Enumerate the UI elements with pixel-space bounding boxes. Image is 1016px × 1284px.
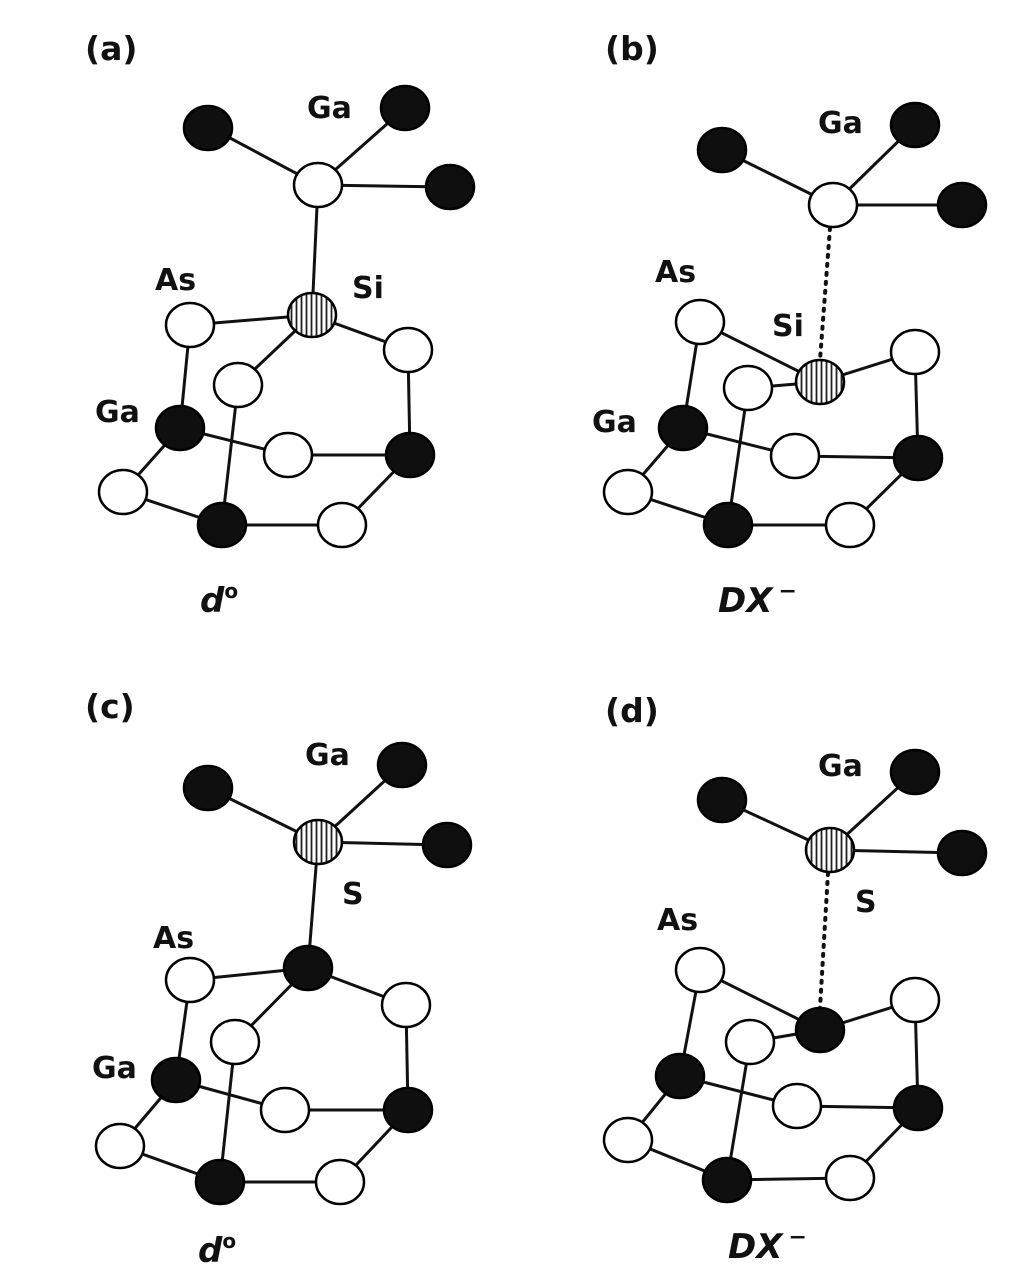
as-atom (384, 328, 432, 372)
atom-label-top-ga: Ga (818, 749, 863, 784)
as-atom (294, 163, 342, 207)
as-atom (211, 1020, 259, 1064)
top-to-dopant-bond (820, 873, 828, 1008)
panel-b: (b) Ga Si As Ga (592, 29, 986, 621)
atom-label-top-ga: Ga (818, 106, 863, 141)
as-atom (318, 503, 366, 547)
atom-label-as: As (153, 921, 194, 956)
panel-d: (d) Ga S As DX − (604, 691, 986, 1267)
ga-atom (423, 823, 471, 867)
ga-atom (698, 778, 746, 822)
caption-b: DX − (718, 579, 797, 621)
atom-label-ga: Ga (92, 1051, 137, 1086)
ga-atom (938, 183, 986, 227)
top-to-dopant-bond (820, 228, 830, 360)
atom-label-dopant: Si (352, 271, 384, 306)
si-dopant-atom (796, 360, 844, 404)
ga-atom (426, 165, 474, 209)
panel-label-a: (a) (85, 29, 137, 68)
atom-label-dopant: S (342, 877, 364, 912)
ga-atom (891, 103, 939, 147)
as-atom (96, 1124, 144, 1168)
as-atom (382, 983, 430, 1027)
panel-a: (a) Ga Si As Ga (85, 29, 474, 621)
ga-atom (703, 1158, 751, 1202)
as-atom (166, 958, 214, 1002)
ga-atom (198, 503, 246, 547)
panel-c: (c) Ga S As Ga (85, 687, 471, 1271)
as-atom (724, 366, 772, 410)
ga-atom (796, 1008, 844, 1052)
ga-atom (152, 1058, 200, 1102)
as-atom (726, 1020, 774, 1064)
caption-a: do (200, 579, 238, 621)
ga-atom (656, 1054, 704, 1098)
ga-atom (386, 433, 434, 477)
ga-atom (704, 503, 752, 547)
atom-label-ga: Ga (592, 405, 637, 440)
as-atom (826, 503, 874, 547)
as-atom (891, 330, 939, 374)
as-atom (676, 948, 724, 992)
ga-atom (659, 406, 707, 450)
atom-label-as: As (155, 263, 196, 298)
s-dopant-atom (294, 820, 342, 864)
as-atom (99, 470, 147, 514)
ga-atom (698, 128, 746, 172)
s-dopant-atom (806, 828, 854, 872)
ga-atom (894, 1086, 942, 1130)
atom-label-dopant: S (855, 885, 877, 920)
as-atom (214, 363, 262, 407)
panel-label-c: (c) (85, 687, 135, 726)
ga-atom (381, 86, 429, 130)
si-dopant-atom (288, 293, 336, 337)
ga-atom (378, 743, 426, 787)
as-atom (264, 433, 312, 477)
as-atom (826, 1156, 874, 1200)
ga-atom (894, 436, 942, 480)
as-atom (773, 1084, 821, 1128)
atom-label-top-ga: Ga (305, 738, 350, 773)
ga-atom (156, 406, 204, 450)
as-atom (604, 1118, 652, 1162)
ga-atom (938, 831, 986, 875)
as-atom (166, 303, 214, 347)
atom-label-dopant: Si (772, 309, 804, 344)
as-atom (676, 300, 724, 344)
as-atom (316, 1160, 364, 1204)
as-atom (604, 470, 652, 514)
ga-atom (384, 1088, 432, 1132)
as-atom (891, 978, 939, 1022)
panel-label-b: (b) (605, 29, 659, 68)
atom-label-top-ga: Ga (307, 91, 352, 126)
atom-label-ga: Ga (95, 395, 140, 430)
ga-atom (284, 946, 332, 990)
caption-d: DX − (728, 1225, 807, 1267)
ga-atom (196, 1160, 244, 1204)
atom-label-as: As (657, 903, 698, 938)
caption-c: do (198, 1229, 236, 1271)
as-atom (809, 183, 857, 227)
as-atom (261, 1088, 309, 1132)
as-atom (771, 434, 819, 478)
ga-atom (184, 106, 232, 150)
atom-label-as: As (655, 255, 696, 290)
ga-atom (184, 766, 232, 810)
ga-atom (891, 750, 939, 794)
panel-label-d: (d) (605, 691, 659, 730)
